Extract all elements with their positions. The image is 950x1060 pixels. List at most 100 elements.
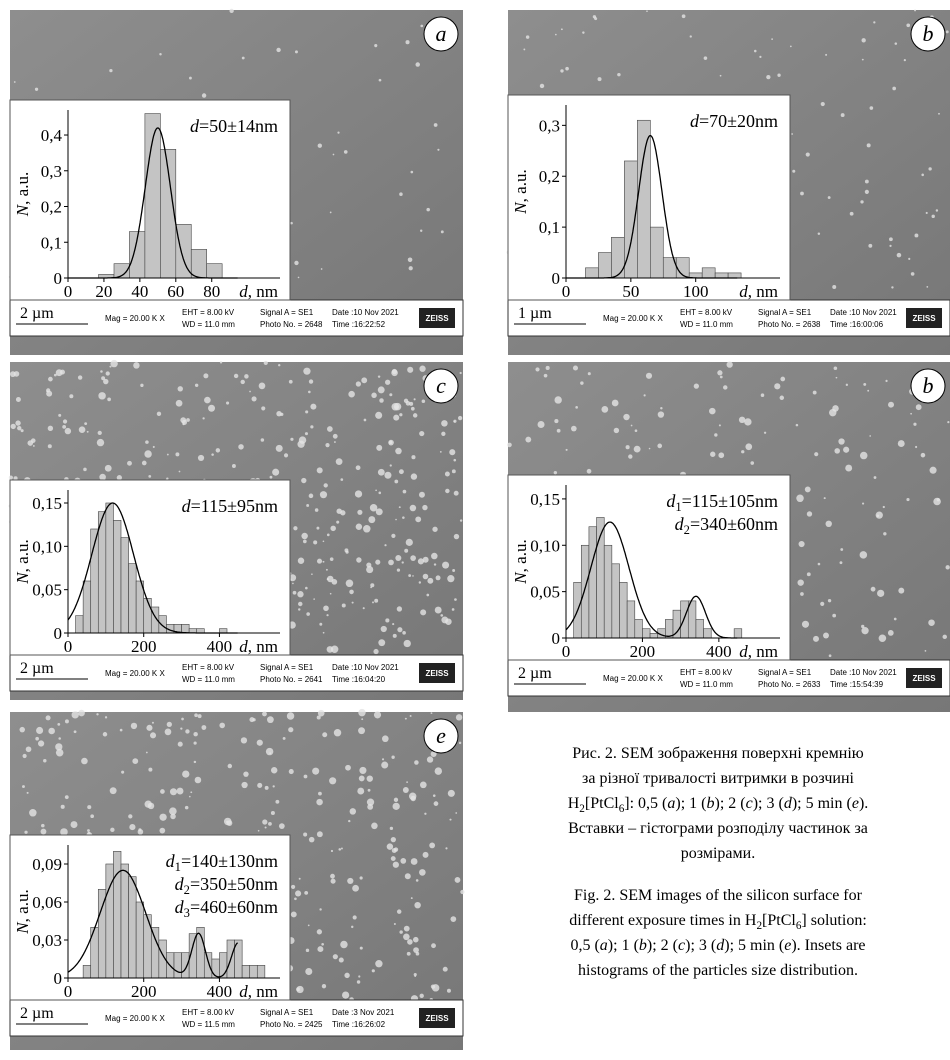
- histogram-bar: [242, 965, 250, 978]
- particle: [349, 590, 354, 595]
- x-axis-label: d, nm: [239, 637, 278, 656]
- particle: [159, 828, 165, 834]
- particle: [107, 398, 111, 402]
- caption-line-ua: за різної тривалості витримки в розчині: [582, 770, 855, 787]
- text-piece: ); 2 (: [715, 795, 746, 812]
- particle: [257, 740, 263, 746]
- x-tick-label: 50: [622, 282, 639, 301]
- particle: [203, 373, 208, 378]
- info-date: Date :10 Nov 2021: [830, 308, 897, 317]
- particle: [843, 447, 849, 453]
- particle: [252, 718, 255, 721]
- particle: [449, 819, 451, 821]
- text-piece: =50±14nm: [199, 116, 278, 136]
- particle: [330, 557, 334, 561]
- particle: [419, 869, 426, 876]
- panel-letter: b: [923, 21, 934, 46]
- particle: [860, 452, 868, 460]
- info-time: Time :16:22:52: [332, 320, 386, 329]
- particle: [272, 469, 279, 476]
- particle: [96, 713, 98, 715]
- info-mag: Mag = 20.00 K X: [105, 669, 165, 678]
- info-time: Time :16:04:20: [332, 675, 386, 684]
- particle: [38, 740, 44, 746]
- particle: [405, 873, 411, 879]
- particle: [379, 398, 383, 402]
- particle: [378, 469, 385, 476]
- particle: [262, 819, 267, 824]
- particle: [561, 28, 563, 30]
- particle: [777, 74, 780, 77]
- particle: [358, 709, 365, 716]
- panel-letter: e: [436, 723, 446, 748]
- particle: [850, 212, 854, 216]
- particle: [601, 406, 608, 413]
- particle: [194, 761, 196, 763]
- caption-line-en: Fig. 2. SEM images of the silicon surfac…: [574, 887, 863, 904]
- x-tick-label: 400: [706, 642, 732, 661]
- particle: [525, 437, 531, 443]
- particle: [271, 811, 275, 815]
- particle: [442, 562, 449, 569]
- particle: [100, 370, 103, 373]
- particle: [821, 102, 825, 106]
- particle: [303, 833, 307, 837]
- info-photo: Photo No. = 2638: [758, 320, 821, 329]
- particle: [57, 723, 60, 726]
- particle: [865, 180, 869, 184]
- particle: [932, 215, 935, 218]
- particle: [293, 526, 297, 530]
- particle: [367, 804, 373, 810]
- particle: [211, 453, 214, 456]
- info-wd: WD = 11.0 mm: [182, 675, 235, 684]
- particle: [771, 38, 773, 40]
- particle: [644, 394, 646, 396]
- particle: [420, 609, 426, 615]
- particle: [416, 952, 420, 956]
- histogram-bar: [715, 273, 728, 278]
- particle: [460, 372, 462, 374]
- particle: [318, 792, 322, 796]
- particle: [87, 829, 90, 832]
- text-piece: =115±95nm: [191, 496, 278, 516]
- particle: [384, 472, 391, 479]
- particle: [450, 916, 456, 922]
- info-signal: Signal A = SE1: [260, 308, 314, 317]
- histogram-bar: [159, 616, 167, 633]
- particle: [937, 498, 940, 501]
- particle: [841, 113, 845, 117]
- particle: [17, 426, 21, 430]
- particle: [129, 824, 135, 830]
- particle: [792, 170, 795, 173]
- particle: [336, 458, 343, 465]
- x-axis-label: d, nm: [739, 282, 778, 301]
- particle: [445, 847, 447, 849]
- particle: [393, 803, 400, 810]
- particle: [323, 540, 325, 542]
- particle: [167, 722, 172, 727]
- particle: [311, 573, 313, 575]
- particle: [415, 516, 421, 522]
- particle: [408, 258, 413, 263]
- particle: [373, 649, 378, 654]
- particle: [460, 519, 462, 521]
- text-piece: , a.u.: [13, 172, 32, 205]
- y-tick-label: 0: [54, 624, 63, 643]
- particle: [146, 752, 148, 754]
- info-mag: Mag = 20.00 K X: [105, 1014, 165, 1023]
- text-piece: e: [784, 937, 791, 954]
- info-photo: Photo No. = 2641: [260, 675, 323, 684]
- particle: [411, 897, 413, 899]
- particle: [357, 788, 364, 795]
- particle: [26, 746, 32, 752]
- text-piece: =115±105nm: [682, 491, 778, 511]
- particle: [90, 814, 94, 818]
- x-tick-label: 0: [562, 282, 571, 301]
- particle: [774, 383, 780, 389]
- particle: [306, 949, 309, 952]
- particle: [41, 829, 47, 835]
- panel-letter: c: [436, 373, 446, 398]
- particle: [363, 525, 370, 532]
- particle: [453, 459, 456, 462]
- particle: [348, 820, 350, 822]
